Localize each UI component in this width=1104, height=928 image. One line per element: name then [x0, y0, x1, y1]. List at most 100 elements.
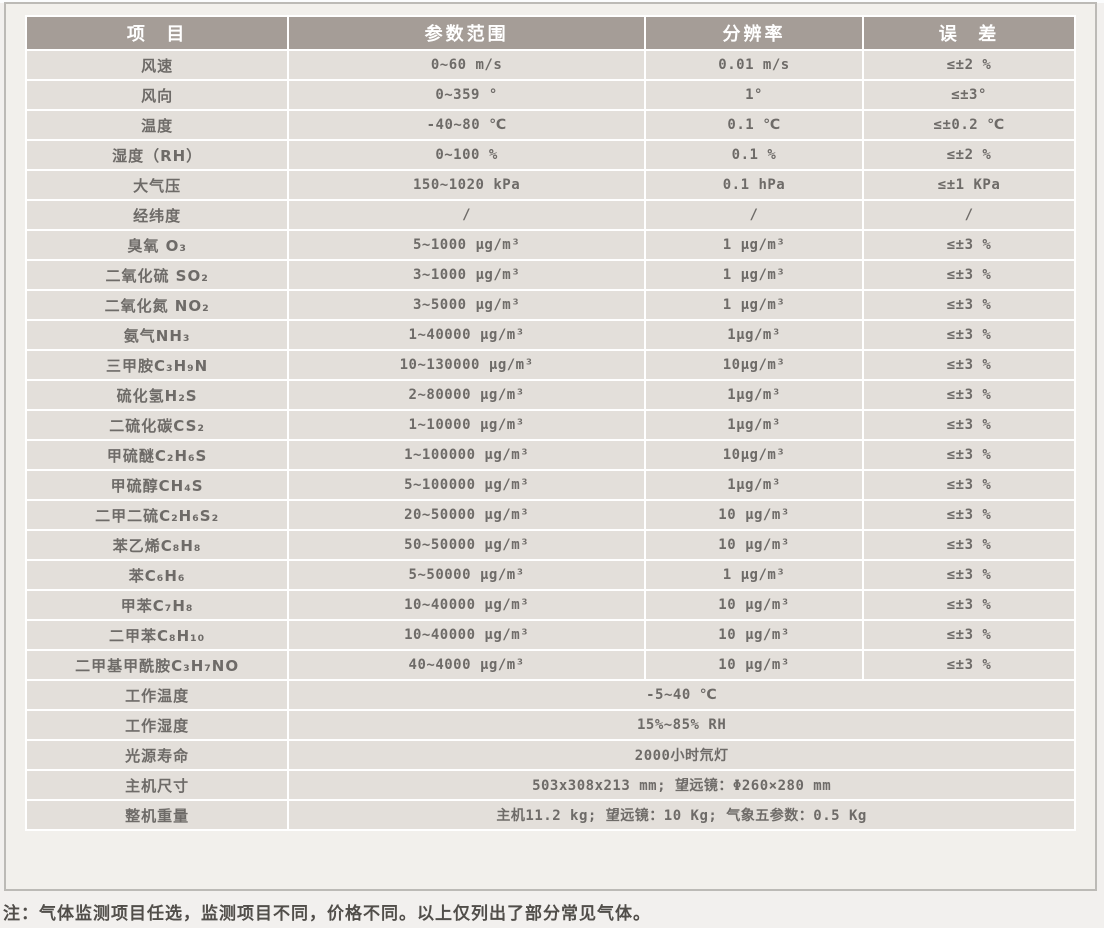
error-cell: ≤±1 KPa [862, 169, 1076, 201]
table-row: 工作湿度 15%~85% RH [24, 709, 1076, 741]
range-cell: 10~130000 μg/m³ [287, 349, 646, 381]
item-cell: 光源寿命 [24, 739, 290, 771]
table-row: 主机尺寸 503x308x213 mm; 望远镜：Φ260×280 mm [24, 769, 1076, 801]
error-cell: / [862, 199, 1076, 231]
resolution-cell: 1μg/m³ [643, 319, 865, 351]
header-item: 项 目 [24, 15, 290, 51]
span-value-cell: 503x308x213 mm; 望远镜：Φ260×280 mm [287, 769, 1076, 801]
table-row: 工作温度 -5~40 ℃ [24, 679, 1076, 711]
error-cell: ≤±3 % [862, 379, 1076, 411]
item-cell: 大气压 [24, 169, 290, 201]
footnote: 注：气体监测项目任选，监测项目不同，价格不同。以上仅列出了部分常见气体。 [3, 904, 651, 924]
resolution-cell: 0.1 % [643, 139, 865, 171]
range-cell: 20~50000 μg/m³ [287, 499, 646, 531]
table-row: 温度 -40~80 ℃ 0.1 ℃ ≤±0.2 ℃ [24, 109, 1076, 141]
range-cell: -40~80 ℃ [287, 109, 646, 141]
table-row: 甲硫醚C₂H₆S 1~100000 μg/m³ 10μg/m³ ≤±3 % [24, 439, 1076, 471]
item-cell: 二甲二硫C₂H₆S₂ [24, 499, 290, 531]
error-cell: ≤±3 % [862, 619, 1076, 651]
table-row: 经纬度 / / / [24, 199, 1076, 231]
error-cell: ≤±3 % [862, 409, 1076, 441]
item-cell: 氨气NH₃ [24, 319, 290, 351]
item-cell: 经纬度 [24, 199, 290, 231]
error-cell: ≤±3 % [862, 319, 1076, 351]
error-cell: ≤±3 % [862, 469, 1076, 501]
resolution-cell: 0.1 ℃ [643, 109, 865, 141]
error-cell: ≤±3 % [862, 439, 1076, 471]
table-row: 甲苯C₇H₈ 10~40000 μg/m³ 10 μg/m³ ≤±3 % [24, 589, 1076, 621]
range-cell: 40~4000 μg/m³ [287, 649, 646, 681]
table-row: 甲硫醇CH₄S 5~100000 μg/m³ 1μg/m³ ≤±3 % [24, 469, 1076, 501]
item-cell: 甲硫醇CH₄S [24, 469, 290, 501]
header-error: 误 差 [862, 15, 1076, 51]
item-cell: 三甲胺C₃H₉N [24, 349, 290, 381]
resolution-cell: 1μg/m³ [643, 379, 865, 411]
table-row: 二甲苯C₈H₁₀ 10~40000 μg/m³ 10 μg/m³ ≤±3 % [24, 619, 1076, 651]
item-cell: 温度 [24, 109, 290, 141]
range-cell: 10~40000 μg/m³ [287, 589, 646, 621]
span-value-cell: -5~40 ℃ [287, 679, 1076, 711]
item-cell: 二甲基甲酰胺C₃H₇NO [24, 649, 290, 681]
table-row: 光源寿命 2000小时氘灯 [24, 739, 1076, 771]
item-cell: 风速 [24, 49, 290, 81]
item-cell: 整机重量 [24, 799, 290, 831]
error-cell: ≤±3 % [862, 589, 1076, 621]
item-cell: 臭氧 O₃ [24, 229, 290, 261]
resolution-cell: 10 μg/m³ [643, 619, 865, 651]
error-cell: ≤±3° [862, 79, 1076, 111]
resolution-cell: 1 μg/m³ [643, 229, 865, 261]
range-cell: 1~10000 μg/m³ [287, 409, 646, 441]
resolution-cell: 10μg/m³ [643, 349, 865, 381]
item-cell: 二甲苯C₈H₁₀ [24, 619, 290, 651]
range-cell: 1~100000 μg/m³ [287, 439, 646, 471]
range-cell: 50~50000 μg/m³ [287, 529, 646, 561]
table-row: 湿度（RH） 0~100 % 0.1 % ≤±2 % [24, 139, 1076, 171]
item-cell: 甲苯C₇H₈ [24, 589, 290, 621]
error-cell: ≤±2 % [862, 139, 1076, 171]
error-cell: ≤±3 % [862, 349, 1076, 381]
item-cell: 二氧化硫 SO₂ [24, 259, 290, 291]
table-row: 硫化氢H₂S 2~80000 μg/m³ 1μg/m³ ≤±3 % [24, 379, 1076, 411]
item-cell: 甲硫醚C₂H₆S [24, 439, 290, 471]
range-cell: 0~359 ° [287, 79, 646, 111]
header-row: 项 目 参数范围 分辨率 误 差 [24, 15, 1076, 51]
error-cell: ≤±3 % [862, 229, 1076, 261]
spec-table-frame: 项 目 参数范围 分辨率 误 差 风速 0~60 m/s 0.01 m/s ≤±2 %… [4, 2, 1097, 891]
item-cell: 苯C₆H₆ [24, 559, 290, 591]
spec-table-header: 项 目 参数范围 分辨率 误 差 [24, 15, 1076, 51]
item-cell: 风向 [24, 79, 290, 111]
resolution-cell: 1 μg/m³ [643, 259, 865, 291]
error-cell: ≤±3 % [862, 559, 1076, 591]
range-cell: 10~40000 μg/m³ [287, 619, 646, 651]
range-cell: 0~100 % [287, 139, 646, 171]
table-row: 二氧化氮 NO₂ 3~5000 μg/m³ 1 μg/m³ ≤±3 % [24, 289, 1076, 321]
range-cell: 3~5000 μg/m³ [287, 289, 646, 321]
range-cell: 150~1020 kPa [287, 169, 646, 201]
resolution-cell: 0.01 m/s [643, 49, 865, 81]
item-cell: 工作温度 [24, 679, 290, 711]
item-cell: 主机尺寸 [24, 769, 290, 801]
range-cell: 2~80000 μg/m³ [287, 379, 646, 411]
table-row: 二甲二硫C₂H₆S₂ 20~50000 μg/m³ 10 μg/m³ ≤±3 % [24, 499, 1076, 531]
table-row: 氨气NH₃ 1~40000 μg/m³ 1μg/m³ ≤±3 % [24, 319, 1076, 351]
span-value-cell: 2000小时氘灯 [287, 739, 1076, 771]
range-cell: 5~100000 μg/m³ [287, 469, 646, 501]
table-row: 二甲基甲酰胺C₃H₇NO 40~4000 μg/m³ 10 μg/m³ ≤±3 % [24, 649, 1076, 681]
item-cell: 苯乙烯C₈H₈ [24, 529, 290, 561]
error-cell: ≤±3 % [862, 499, 1076, 531]
range-cell: 0~60 m/s [287, 49, 646, 81]
span-value-cell: 主机11.2 kg; 望远镜：10 Kg; 气象五参数：0.5 Kg [287, 799, 1076, 831]
item-cell: 湿度（RH） [24, 139, 290, 171]
error-cell: ≤±2 % [862, 49, 1076, 81]
range-cell: 5~1000 μg/m³ [287, 229, 646, 261]
resolution-cell: 10 μg/m³ [643, 529, 865, 561]
header-resolution: 分辨率 [643, 15, 865, 51]
spec-table-body: 风速 0~60 m/s 0.01 m/s ≤±2 % 风向 0~359 ° 1° ≤±3° 温度… [24, 49, 1076, 831]
item-cell: 硫化氢H₂S [24, 379, 290, 411]
top-edge-strip [0, 0, 1104, 3]
resolution-cell: 10 μg/m³ [643, 649, 865, 681]
table-row: 大气压 150~1020 kPa 0.1 hPa ≤±1 KPa [24, 169, 1076, 201]
error-cell: ≤±3 % [862, 529, 1076, 561]
header-range: 参数范围 [287, 15, 646, 51]
range-cell: 3~1000 μg/m³ [287, 259, 646, 291]
